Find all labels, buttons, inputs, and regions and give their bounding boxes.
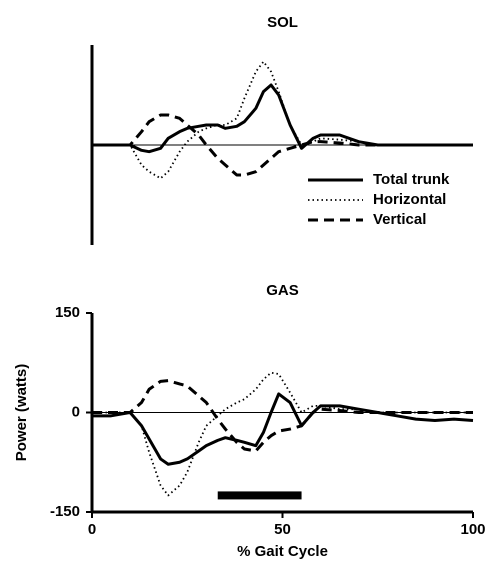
legend-label: Total trunk bbox=[373, 171, 450, 188]
x-tick-label: 100 bbox=[460, 521, 485, 538]
x-axis-label: % Gait Cycle bbox=[237, 543, 328, 560]
series-line bbox=[92, 379, 473, 453]
series-line bbox=[92, 371, 473, 497]
x-tick-label: 0 bbox=[88, 521, 96, 538]
series-line bbox=[92, 60, 473, 180]
legend-label: Horizontal bbox=[373, 191, 446, 208]
y-tick-label: 0 bbox=[72, 403, 80, 420]
series-line bbox=[92, 83, 473, 154]
y-tick-label: 150 bbox=[55, 304, 80, 321]
y-axis-label: Power (watts) bbox=[13, 364, 30, 462]
y-tick-label: -150 bbox=[50, 503, 80, 520]
panel-title: SOL bbox=[267, 14, 298, 31]
legend-label: Vertical bbox=[373, 211, 426, 228]
panel-title: GAS bbox=[266, 282, 299, 299]
x-tick-label: 50 bbox=[274, 521, 291, 538]
span-bar bbox=[217, 491, 302, 500]
series-line bbox=[92, 113, 473, 177]
